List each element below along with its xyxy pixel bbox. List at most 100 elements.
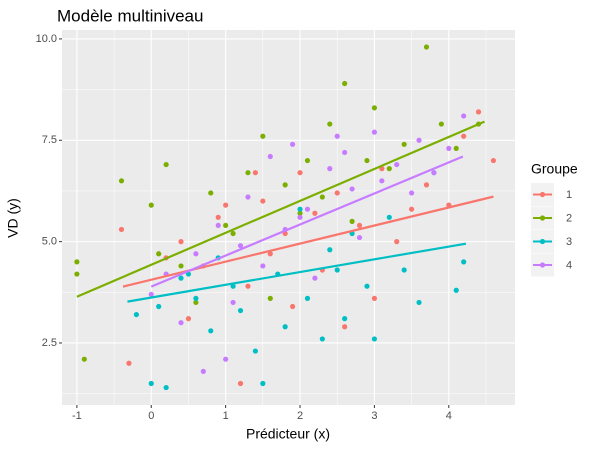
point — [185, 316, 192, 322]
point — [379, 178, 385, 184]
point — [252, 170, 258, 176]
point — [371, 129, 378, 135]
point — [342, 149, 348, 156]
legend-label: 4 — [566, 259, 572, 271]
x-tick-label: 2 — [297, 410, 303, 422]
legend-label: 2 — [566, 212, 572, 224]
point — [394, 239, 400, 245]
point — [304, 206, 311, 212]
point — [409, 206, 415, 212]
point — [230, 283, 236, 289]
point — [208, 190, 214, 196]
point — [461, 259, 467, 265]
point — [260, 198, 266, 204]
point — [342, 80, 348, 87]
point — [297, 206, 303, 212]
y-tick-label: 10.0 — [36, 33, 57, 45]
point — [126, 360, 132, 366]
point — [297, 170, 303, 176]
x-tick-label: 4 — [446, 410, 452, 422]
legend-label: 3 — [566, 236, 572, 248]
point — [245, 283, 251, 289]
point — [193, 295, 199, 301]
point — [252, 348, 258, 354]
point — [334, 190, 340, 196]
point — [490, 157, 497, 164]
y-tick-label: 2.5 — [42, 337, 57, 349]
point — [230, 299, 236, 306]
point — [342, 316, 348, 322]
point — [215, 222, 221, 229]
point — [193, 299, 199, 306]
point — [215, 214, 221, 220]
point — [267, 153, 273, 160]
point — [453, 145, 459, 151]
point — [282, 324, 288, 330]
point — [327, 247, 333, 253]
legend-dot — [539, 262, 546, 268]
point — [118, 178, 125, 184]
point — [431, 170, 437, 176]
point — [416, 137, 422, 143]
point — [81, 356, 87, 362]
point — [289, 141, 296, 147]
point — [334, 133, 340, 139]
point — [260, 133, 266, 139]
point — [371, 295, 378, 301]
point — [297, 210, 303, 216]
point — [461, 133, 467, 139]
point — [193, 251, 199, 257]
y-tick-label: 7.5 — [42, 134, 57, 146]
point — [297, 214, 303, 220]
point — [237, 380, 244, 387]
point — [386, 214, 392, 220]
point — [409, 190, 415, 196]
fit-line — [150, 155, 464, 288]
point — [423, 182, 430, 188]
point — [178, 320, 184, 326]
legend-dot — [539, 238, 546, 245]
x-axis-title: Prédicteur (x) — [246, 426, 330, 442]
point — [148, 380, 154, 387]
point — [163, 384, 169, 391]
fit-line — [127, 242, 467, 303]
point — [178, 263, 184, 269]
point — [364, 283, 370, 289]
point — [327, 121, 333, 127]
point — [156, 303, 162, 310]
point — [342, 324, 348, 330]
point — [356, 234, 363, 241]
point — [438, 121, 444, 127]
point — [282, 182, 288, 188]
plot-panel — [62, 30, 515, 405]
point — [356, 222, 363, 229]
point — [461, 113, 467, 119]
point — [245, 194, 251, 200]
point — [230, 230, 236, 237]
point — [260, 380, 266, 387]
point — [423, 44, 430, 50]
point — [200, 368, 206, 374]
point — [289, 303, 296, 310]
point — [371, 336, 378, 342]
x-tick-label: 3 — [371, 410, 377, 422]
point — [371, 105, 378, 111]
point — [304, 157, 311, 164]
legend-label: 1 — [566, 189, 572, 201]
point — [260, 263, 266, 269]
point — [364, 157, 370, 164]
point — [74, 271, 80, 277]
point — [245, 170, 251, 176]
point — [304, 295, 311, 301]
point — [267, 251, 273, 257]
point — [208, 328, 214, 334]
panel-background — [62, 30, 515, 405]
point — [312, 275, 318, 281]
legend-dot — [539, 191, 546, 198]
legend-dot — [539, 215, 546, 221]
point — [223, 356, 229, 362]
point — [446, 145, 452, 151]
point — [416, 299, 422, 306]
x-tick-label: -1 — [72, 410, 82, 422]
